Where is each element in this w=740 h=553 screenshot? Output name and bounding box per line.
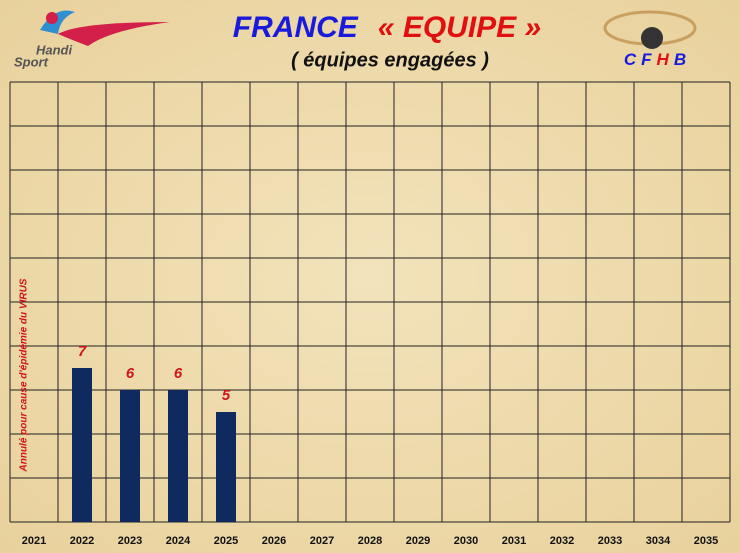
x-tick-label: 2035: [694, 535, 718, 547]
logo-letter: H: [657, 50, 670, 69]
bar: [168, 390, 188, 522]
bar: [216, 412, 236, 522]
x-tick-label: 2033: [598, 535, 622, 547]
x-tick-label: 2024: [166, 535, 191, 547]
value-label: 5: [222, 387, 231, 404]
title-part: « EQUIPE »: [378, 11, 541, 44]
x-tick-label: 2026: [262, 535, 286, 547]
logo-letter: B: [674, 50, 686, 69]
value-label: 6: [174, 365, 183, 382]
x-tick-label: 2031: [502, 535, 526, 547]
x-tick-label: 2032: [550, 535, 574, 547]
annotation: Annulé pour cause d'épidémie du VIRUS: [19, 278, 30, 472]
value-label: 6: [126, 365, 135, 382]
x-tick-label: 2023: [118, 535, 142, 547]
x-tick-label: 2021: [22, 535, 46, 547]
logo-text: Sport: [14, 54, 49, 69]
x-tick-label: 2027: [310, 535, 334, 547]
chart-subtitle: ( équipes engagées ): [291, 49, 489, 71]
bar: [72, 368, 92, 522]
x-tick-label: 2025: [214, 535, 238, 547]
x-tick-label: 3034: [646, 535, 671, 547]
x-tick-label: 2030: [454, 535, 478, 547]
x-tick-label: 2028: [358, 535, 382, 547]
logo-left: Handi Sport: [14, 10, 170, 69]
logo-text: Handi: [36, 42, 73, 57]
title-part: FRANCE: [233, 11, 359, 44]
value-label: 7: [78, 343, 87, 360]
logo-letter: C: [624, 50, 637, 69]
chart-title: FRANCE « EQUIPE »: [233, 11, 541, 44]
x-tick-label: 2029: [406, 535, 430, 547]
bar: [120, 390, 140, 522]
logo-letter: F: [641, 50, 652, 69]
x-tick-label: 2022: [70, 535, 94, 547]
